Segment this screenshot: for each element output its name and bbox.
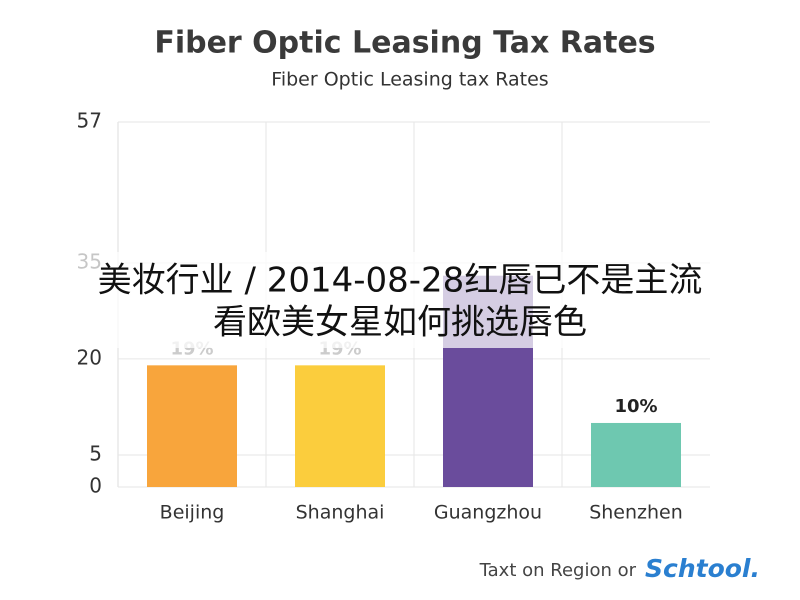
y-tick-label: 57 bbox=[77, 109, 102, 133]
footer-text: Taxt on Region or bbox=[479, 560, 637, 581]
overlay-backdrop bbox=[20, 252, 780, 348]
chart-title: Fiber Optic Leasing Tax Rates bbox=[154, 26, 655, 61]
x-tick-label: Shenzhen bbox=[589, 502, 683, 524]
footer-brand: Schtool. bbox=[645, 554, 760, 583]
bar bbox=[147, 365, 237, 487]
chart-subtitle: Fiber Optic Leasing tax Rates bbox=[271, 69, 548, 91]
x-tick-label: Beijing bbox=[160, 502, 225, 524]
y-tick-label: 0 bbox=[89, 474, 102, 498]
y-tick-label: 20 bbox=[77, 345, 102, 369]
bar bbox=[591, 422, 681, 487]
value-label: 10% bbox=[614, 396, 657, 417]
x-tick-label: Guangzhou bbox=[434, 502, 542, 524]
overlay-text: 看欧美女星如何挑选唇色 bbox=[213, 303, 587, 343]
bar bbox=[295, 365, 385, 487]
x-tick-label: Shanghai bbox=[296, 502, 385, 524]
y-tick-label: 5 bbox=[89, 441, 102, 465]
overlay-text: 美妆行业 / 2014-08-28红唇已不是主流 bbox=[98, 261, 703, 301]
